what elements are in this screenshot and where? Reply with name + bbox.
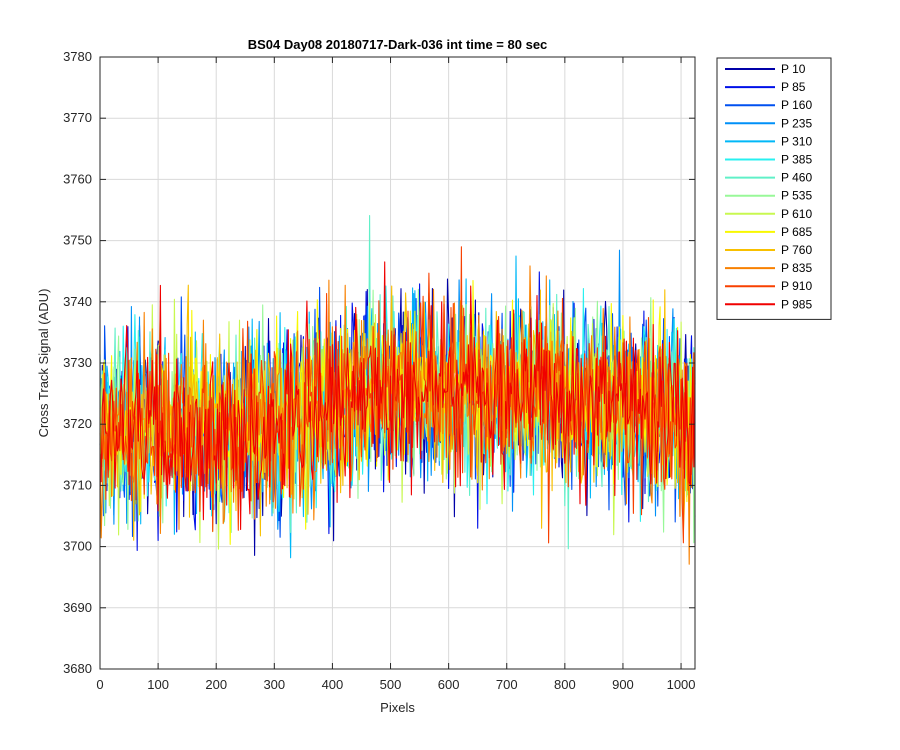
x-tick-label: 1000 [667, 677, 696, 692]
x-tick-label: 600 [438, 677, 460, 692]
x-tick-label: 100 [147, 677, 169, 692]
x-tick-label: 200 [205, 677, 227, 692]
legend-entry: P 685 [781, 225, 812, 239]
legend-entry: P 385 [781, 153, 812, 167]
legend-entry: P 535 [781, 189, 812, 203]
y-tick-label: 3740 [63, 294, 92, 309]
y-tick-label: 3770 [63, 110, 92, 125]
y-tick-label: 3730 [63, 355, 92, 370]
x-tick-label: 0 [96, 677, 103, 692]
x-tick-label: 300 [263, 677, 285, 692]
legend-entry: P 85 [781, 80, 806, 94]
legend-box [716, 57, 832, 320]
y-tick-label: 3700 [63, 539, 92, 554]
x-tick-label: 900 [612, 677, 634, 692]
legend-entry: P 910 [781, 279, 812, 293]
x-tick-label: 400 [322, 677, 344, 692]
legend-entry: P 460 [781, 171, 812, 185]
y-tick-label: 3780 [63, 49, 92, 64]
legend-entry: P 235 [781, 116, 812, 130]
x-tick-label: 800 [554, 677, 576, 692]
x-axis-label: Pixels [380, 700, 415, 715]
y-axis-label: Cross Track Signal (ADU) [36, 289, 51, 438]
plot-area: 0 100 200 300 400 500 600 700 800 900 1000 3680 3690… [63, 49, 696, 692]
y-tick-label: 3760 [63, 171, 92, 186]
y-tick-label: 3690 [63, 600, 92, 615]
axis-ticks: 0 100 200 300 400 500 600 700 800 900 1000 3680 3690… [63, 49, 695, 692]
legend-entry: P 10 [781, 62, 806, 76]
x-tick-label: 500 [380, 677, 402, 692]
x-tick-label: 700 [496, 677, 518, 692]
y-tick-label: 3750 [63, 233, 92, 248]
legend-entry: P 985 [781, 297, 812, 311]
legend-entry: P 160 [781, 98, 812, 112]
legend-entry: P 610 [781, 207, 812, 221]
series-lines [99, 215, 696, 565]
chart-title: BS04 Day08 20180717-Dark-036 int time = … [248, 37, 548, 52]
legend-entry: P 760 [781, 243, 812, 257]
y-tick-label: 3710 [63, 477, 92, 492]
legend-entry: P 310 [781, 134, 812, 148]
series-line [99, 261, 696, 531]
legend: P 10 P 85 P 160 P 235 P 310 P 385 P 460 P 535 P … [716, 57, 832, 320]
legend-entry: P 835 [781, 261, 812, 275]
y-tick-label: 3680 [63, 661, 92, 676]
y-tick-label: 3720 [63, 416, 92, 431]
